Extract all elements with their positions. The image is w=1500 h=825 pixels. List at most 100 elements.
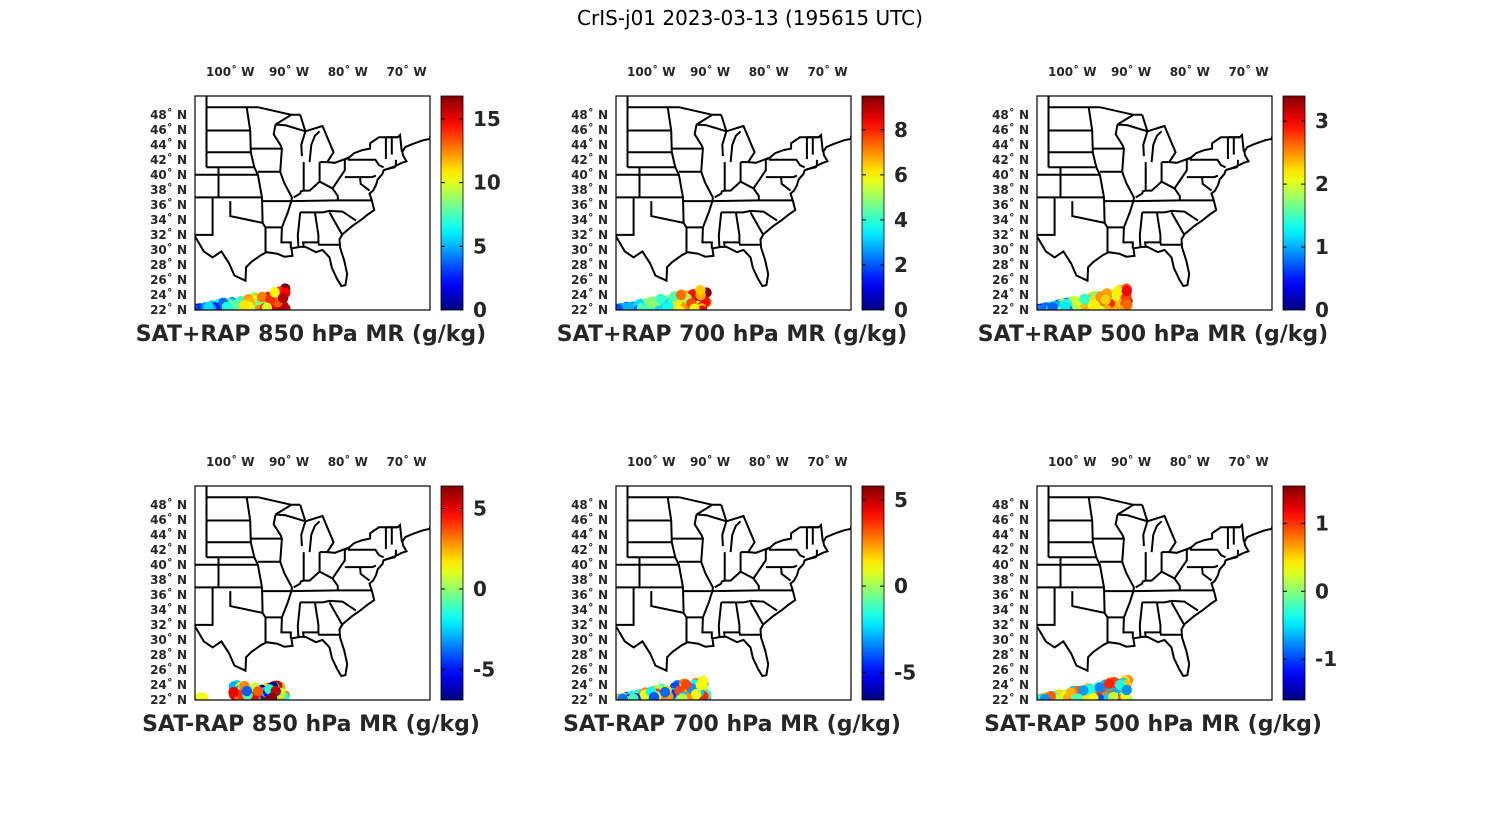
state-border [1147, 514, 1177, 553]
swath-observation-dot [241, 685, 253, 697]
state-border [1143, 602, 1162, 638]
swath-observation-dot [1100, 294, 1111, 306]
lat-tick-label: 40˚ N [992, 167, 1029, 182]
colorbar-tick-label: 0 [894, 298, 908, 322]
lon-tick-label: 90˚ W [1111, 454, 1151, 469]
lon-tick-label: 70˚ W [386, 454, 426, 469]
state-border [1114, 124, 1125, 172]
state-border [291, 199, 372, 203]
state-border [1173, 577, 1181, 591]
colorbar-tick-label: 5 [473, 234, 487, 258]
state-border [331, 577, 339, 591]
lat-tick-label: 36˚ N [992, 587, 1029, 602]
swath-observation-dot [252, 686, 264, 697]
swath-observation-dot [231, 299, 242, 310]
panel-title: SAT+RAP 850 hPa MR (g/kg) [136, 322, 486, 347]
state-border [693, 124, 704, 172]
state-border [722, 212, 741, 248]
panel-svg: 100˚ W 90˚ W 80˚ W 70˚ W 48˚ N46˚ N44˚ N42˚ … [978, 64, 1329, 347]
state-border [1160, 159, 1188, 190]
panel-title: SAT+RAP 700 hPa MR (g/kg) [557, 322, 907, 347]
state-border [1142, 209, 1199, 222]
state-border [1145, 180, 1163, 192]
map-area [616, 96, 851, 310]
swath-observation-dot [659, 686, 671, 698]
swath-observation-dot [648, 691, 660, 700]
lat-tick-label: 26˚ N [571, 272, 608, 287]
swath-observation-dot [680, 679, 692, 690]
swath-observation-dot [697, 305, 708, 310]
map-frame [615, 95, 852, 311]
colorbar [440, 95, 464, 311]
panel-svg: 100˚ W 90˚ W 80˚ W 70˚ W 48˚ N46˚ N44˚ N42˚ … [984, 454, 1337, 737]
swath-observation-dot [1121, 684, 1132, 696]
colorbar-tick-label: 0 [473, 577, 487, 601]
state-border [670, 520, 684, 588]
lat-tick-label: 40˚ N [150, 557, 187, 572]
lat-tick-label: 26˚ N [571, 662, 608, 677]
lat-tick-label: 48˚ N [150, 107, 187, 122]
state-border [1141, 114, 1149, 157]
state-border [765, 545, 806, 559]
state-border [1133, 199, 1214, 203]
swath-observation-dot [1103, 678, 1115, 689]
lat-tick-label: 32˚ N [992, 617, 1029, 632]
lon-tick-label: 100˚ W [206, 64, 254, 79]
state-border [1114, 514, 1125, 562]
lat-tick-label: 34˚ N [150, 602, 187, 617]
state-border [296, 212, 302, 247]
colorbar-tick-label: 1 [1315, 511, 1329, 535]
state-border [274, 113, 301, 126]
state-border [712, 199, 793, 203]
lon-tick-label: 90˚ W [690, 64, 730, 79]
colorbar [1282, 95, 1306, 311]
swath-observation-dot [1088, 692, 1099, 700]
state-border [693, 514, 704, 562]
lat-tick-label: 40˚ N [571, 557, 608, 572]
state-border [765, 155, 806, 169]
lat-tick-label: 24˚ N [150, 677, 187, 692]
state-border [384, 554, 397, 561]
state-border [1138, 602, 1144, 637]
coastline [616, 526, 851, 678]
colorbar-tick-label: -5 [473, 657, 495, 681]
state-border [1037, 587, 1056, 626]
state-border [344, 155, 385, 169]
state-border [765, 174, 798, 179]
state-border [726, 124, 756, 163]
state-border [650, 591, 684, 614]
state-border [1071, 591, 1105, 614]
state-border [722, 602, 741, 638]
lat-tick-label: 38˚ N [150, 572, 187, 587]
state-border [317, 632, 339, 636]
swath-observation-dot [221, 301, 232, 310]
state-border [195, 197, 214, 236]
state-border [1121, 561, 1135, 639]
swath-observation-dot [1059, 301, 1071, 310]
state-border [1186, 564, 1219, 569]
map-area [1037, 96, 1272, 310]
lat-tick-label: 44˚ N [992, 137, 1029, 152]
lat-tick-label: 24˚ N [992, 287, 1029, 302]
state-border [299, 114, 307, 157]
lon-tick-label: 70˚ W [1228, 64, 1268, 79]
state-border [780, 567, 792, 582]
lon-tick-label: 100˚ W [627, 64, 675, 79]
panel-sat-minus-rap-500: 100˚ W 90˚ W 80˚ W 70˚ W 48˚ N 46˚ N 44˚ N 42˚ … [967, 452, 1387, 742]
lon-tick-label: 80˚ W [328, 454, 368, 469]
lon-tick-label: 90˚ W [1111, 64, 1151, 79]
lon-tick-label: 100˚ W [1048, 454, 1096, 469]
lat-tick-label: 24˚ N [150, 287, 187, 302]
state-border [1142, 599, 1199, 612]
state-border [1159, 632, 1181, 636]
state-border [696, 123, 727, 133]
state-border [1135, 552, 1147, 589]
state-border [1087, 497, 1094, 521]
state-border [805, 164, 818, 171]
panel-svg: 100˚ W 90˚ W 80˚ W 70˚ W 48˚ N46˚ N44˚ N42˚ … [136, 64, 501, 347]
lat-tick-label: 44˚ N [992, 527, 1029, 542]
colorbar-tick-label: 6 [894, 163, 908, 187]
state-border [1169, 136, 1240, 164]
lat-tick-label: 48˚ N [992, 497, 1029, 512]
state-border [738, 242, 760, 246]
